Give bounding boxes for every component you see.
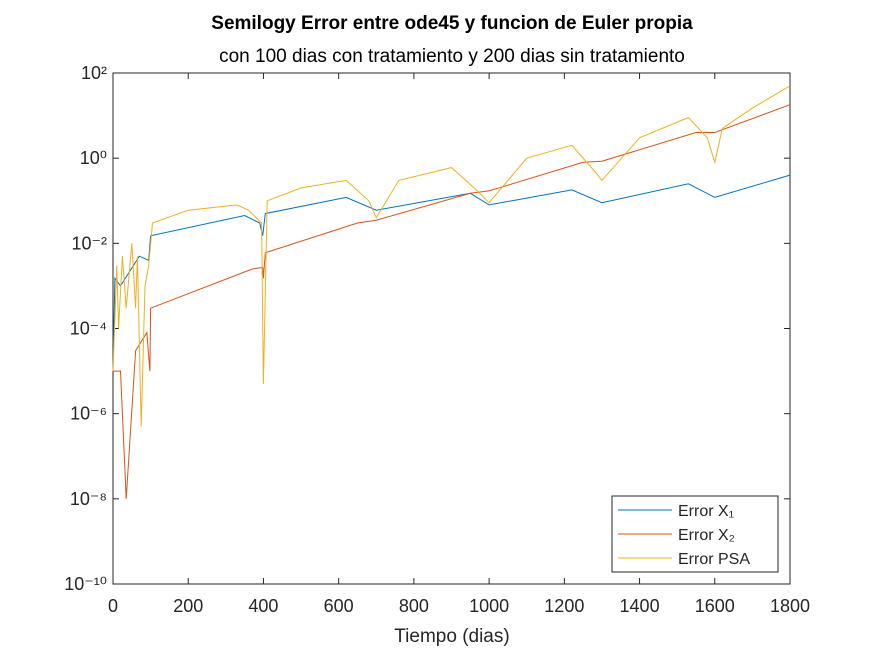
chart-title: Semilogy Error entre ode45 y funcion de …: [211, 13, 693, 34]
x-tick-label: 1000: [469, 596, 509, 616]
x-axis-label: Tiempo (dias): [394, 626, 509, 647]
y-tick-label: 10⁻⁶: [70, 404, 107, 424]
x-tick-label: 0: [108, 596, 118, 616]
x-tick-label: 1200: [544, 596, 584, 616]
x-tick-label: 400: [248, 596, 278, 616]
y-tick-label: 10⁻⁸: [70, 489, 107, 509]
x-tick-label: 1400: [620, 596, 660, 616]
legend-label: Error X₂: [678, 527, 735, 544]
legend-label: Error PSA: [678, 551, 750, 568]
x-tick-label: 200: [173, 596, 203, 616]
chart-subtitle: con 100 dias con tratamiento y 200 dias …: [219, 46, 685, 67]
series-line: [112, 85, 791, 427]
x-tick-label: 1800: [770, 596, 810, 616]
y-tick-label: 10⁻⁴: [70, 319, 107, 339]
series-line: [113, 104, 791, 499]
axes-box: [112, 72, 791, 585]
x-tick-label: 600: [324, 596, 354, 616]
x-tick-label: 800: [399, 596, 429, 616]
y-tick-label: 10²: [81, 63, 107, 83]
legend-label: Error X₁: [678, 503, 734, 520]
series-line: [112, 174, 791, 372]
y-tick-label: 10⁻¹⁰: [64, 574, 107, 594]
x-tick-label: 1600: [695, 596, 735, 616]
y-tick-label: 10⁰: [80, 148, 107, 168]
y-tick-label: 10⁻²: [71, 233, 107, 253]
